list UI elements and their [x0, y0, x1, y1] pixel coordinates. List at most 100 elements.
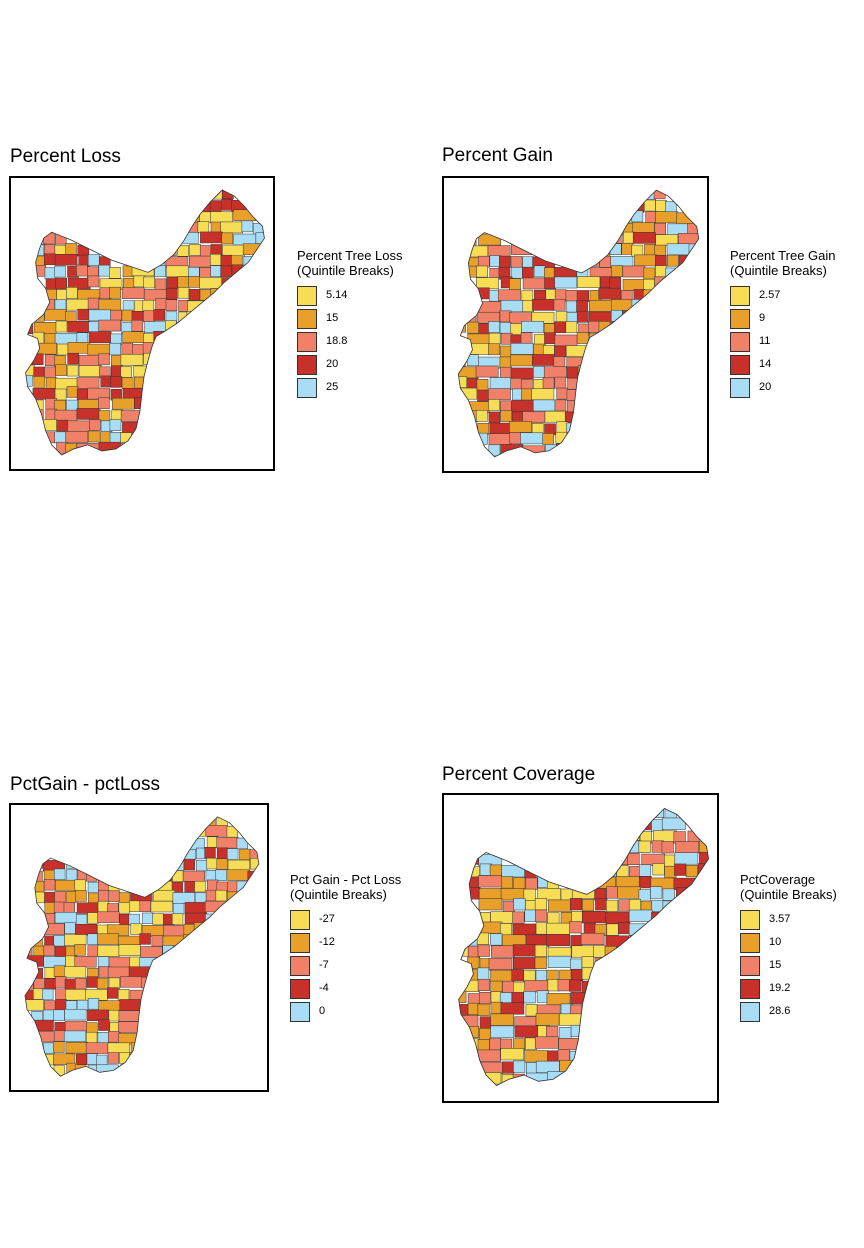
census-tract[interactable]: [200, 231, 223, 244]
census-tract[interactable]: [564, 411, 588, 424]
census-tract[interactable]: [75, 924, 98, 936]
census-tract[interactable]: [479, 1016, 492, 1029]
census-tract[interactable]: [63, 1030, 87, 1042]
census-tract[interactable]: [118, 902, 130, 914]
census-tract[interactable]: [226, 826, 239, 838]
census-tract[interactable]: [665, 201, 677, 214]
census-tract[interactable]: [196, 859, 208, 872]
census-tract[interactable]: [490, 1013, 514, 1026]
census-tract[interactable]: [674, 852, 699, 865]
census-tract[interactable]: [511, 266, 523, 279]
census-tract[interactable]: [66, 298, 89, 311]
census-tract[interactable]: [554, 345, 567, 358]
census-tract[interactable]: [44, 253, 56, 266]
census-tract[interactable]: [576, 300, 588, 313]
census-tract[interactable]: [593, 945, 606, 958]
census-tract[interactable]: [74, 879, 86, 891]
census-tract[interactable]: [565, 345, 589, 357]
census-tract[interactable]: [455, 265, 478, 278]
census-tract[interactable]: [204, 846, 216, 859]
census-tract[interactable]: [172, 902, 185, 915]
census-tract[interactable]: [184, 881, 196, 893]
census-tract[interactable]: [510, 354, 533, 367]
census-tract[interactable]: [566, 366, 579, 379]
census-tract[interactable]: [520, 432, 543, 445]
census-tract[interactable]: [455, 387, 478, 400]
census-tract[interactable]: [498, 289, 521, 302]
census-tract[interactable]: [97, 956, 110, 968]
census-tract[interactable]: [599, 231, 623, 244]
census-tract[interactable]: [622, 310, 635, 323]
census-tract[interactable]: [629, 934, 642, 947]
census-tract[interactable]: [478, 233, 501, 246]
census-tract[interactable]: [522, 445, 546, 457]
census-tract[interactable]: [197, 221, 210, 233]
census-tract[interactable]: [610, 299, 634, 311]
census-tract[interactable]: [66, 386, 79, 398]
census-tract[interactable]: [209, 200, 222, 212]
census-tract[interactable]: [153, 330, 166, 343]
census-tract[interactable]: [241, 265, 254, 278]
census-tract[interactable]: [64, 1008, 87, 1021]
census-tract[interactable]: [512, 957, 537, 970]
census-tract[interactable]: [606, 923, 619, 936]
census-tract[interactable]: [581, 911, 606, 924]
census-tract[interactable]: [133, 275, 146, 288]
census-tract[interactable]: [570, 1024, 595, 1038]
census-tract[interactable]: [631, 222, 655, 234]
census-tract[interactable]: [54, 265, 66, 278]
census-tract[interactable]: [96, 1064, 119, 1076]
census-tract[interactable]: [64, 922, 76, 934]
census-tract[interactable]: [130, 923, 142, 935]
census-tract[interactable]: [54, 409, 78, 422]
census-tract[interactable]: [559, 1059, 583, 1073]
census-tract[interactable]: [87, 343, 111, 356]
census-tract[interactable]: [569, 979, 582, 992]
census-tract[interactable]: [532, 399, 556, 412]
census-tract[interactable]: [500, 345, 512, 358]
census-tract[interactable]: [33, 322, 57, 334]
census-tract[interactable]: [628, 909, 653, 922]
census-tract[interactable]: [512, 923, 537, 936]
census-tract[interactable]: [108, 890, 120, 902]
census-tract[interactable]: [76, 408, 100, 420]
census-tract[interactable]: [77, 308, 90, 321]
census-tract[interactable]: [531, 354, 555, 366]
census-tract[interactable]: [621, 211, 634, 224]
census-tract[interactable]: [674, 863, 687, 876]
census-tract[interactable]: [199, 289, 212, 301]
census-tract[interactable]: [650, 886, 663, 899]
census-tract[interactable]: [623, 231, 635, 244]
census-tract[interactable]: [544, 267, 556, 279]
census-tract[interactable]: [109, 419, 122, 431]
census-tract[interactable]: [64, 978, 77, 990]
census-tract[interactable]: [221, 232, 234, 245]
census-tract[interactable]: [488, 444, 501, 457]
census-tract[interactable]: [210, 221, 223, 234]
census-tract[interactable]: [220, 221, 243, 234]
census-tract[interactable]: [521, 290, 534, 302]
census-tract[interactable]: [465, 245, 489, 258]
census-tract[interactable]: [183, 924, 195, 936]
census-tract[interactable]: [524, 909, 537, 922]
census-tract[interactable]: [120, 976, 143, 988]
census-tract[interactable]: [183, 858, 196, 871]
census-tract[interactable]: [566, 431, 579, 444]
census-tract[interactable]: [55, 232, 67, 245]
census-tract[interactable]: [144, 321, 168, 333]
census-tract[interactable]: [554, 321, 566, 334]
census-tract[interactable]: [467, 321, 479, 334]
census-tract[interactable]: [598, 245, 611, 258]
census-tract[interactable]: [478, 898, 503, 911]
census-tract[interactable]: [227, 869, 250, 881]
census-tract[interactable]: [78, 365, 102, 377]
census-tract[interactable]: [511, 400, 535, 412]
census-tract[interactable]: [11, 322, 34, 334]
census-tract[interactable]: [98, 298, 122, 311]
census-tract[interactable]: [172, 870, 184, 882]
census-tract[interactable]: [523, 888, 536, 901]
census-tract[interactable]: [152, 913, 164, 925]
census-tract[interactable]: [685, 865, 698, 878]
census-tract[interactable]: [97, 1032, 109, 1044]
census-tract[interactable]: [74, 944, 86, 956]
